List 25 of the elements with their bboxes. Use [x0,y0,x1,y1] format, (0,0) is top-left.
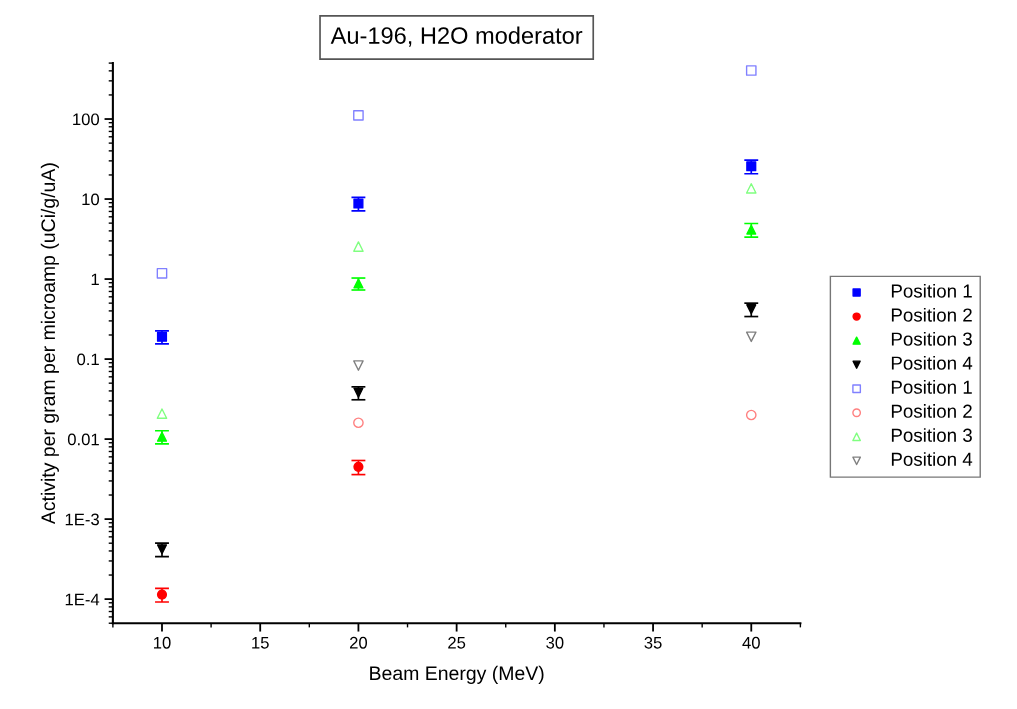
legend-label: Position 1 [891,283,972,298]
y-axis-title: Activity per gram per microamp (uCi/g/uA) [40,163,59,525]
y-tick-label: 1E-3 [65,513,99,526]
legend-label: Position 2 [891,307,972,322]
y-tick-label: 0.01 [67,433,99,446]
x-tick-label: 35 [644,636,662,649]
y-tick-label: 1 [91,273,99,286]
legend-label: Position 1 [891,380,972,394]
x-tick-label: 10 [154,636,171,649]
x-tick-label: 30 [546,636,564,649]
legend-label: Position 3 [891,428,972,442]
legend-label: Position 4 [891,356,973,370]
y-tick-label: 10 [82,193,100,206]
legend-label: Position 4 [891,452,973,466]
y-tick-label: 1E-4 [65,593,100,606]
x-tick-label: 40 [742,636,760,649]
y-tick-label: 0.1 [77,353,99,366]
legend-label: Position 2 [891,404,972,418]
legend-label: Position 3 [891,331,972,346]
x-tick-label: 20 [349,636,368,649]
x-axis-title: Beam Energy (MeV) [370,665,544,684]
x-tick-label: 15 [252,637,269,649]
x-tick-label: 25 [448,636,466,649]
y-tick-label: 100 [73,113,100,126]
chart-title: Au-196, H2O moderator [330,26,583,47]
